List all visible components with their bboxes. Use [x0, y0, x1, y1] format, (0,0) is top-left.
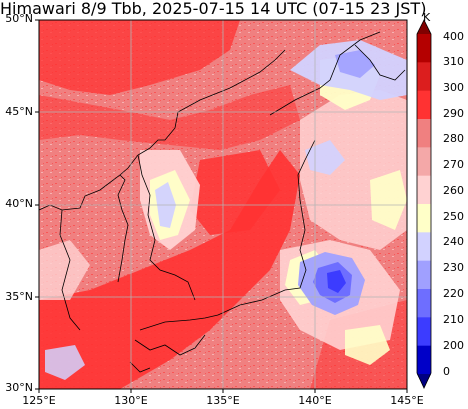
colorbar-band [417, 34, 431, 63]
colorbar-tick: 250 [443, 210, 464, 223]
colorbar-band [417, 62, 431, 92]
deep-convection-center [327, 270, 346, 293]
lon-tick-label-130: 130°E [114, 394, 148, 407]
colorbar-band [417, 90, 431, 120]
colorbar-outline [416, 19, 432, 389]
map-gridlines [39, 20, 407, 389]
lat-tick-label-35: 35°N [5, 290, 33, 303]
colorbar-band [417, 260, 431, 290]
cool-region-west [39, 240, 90, 300]
colorbar-tick: 0 [443, 365, 450, 378]
axis-ticks [35, 19, 408, 393]
colorbar-band [417, 232, 431, 262]
lat-tick-label-45: 45°N [5, 105, 33, 118]
colorbar-extend-bottom [417, 374, 431, 388]
colorbar-tick: 400 [443, 30, 464, 43]
colorbar-tick: 240 [443, 235, 464, 248]
coastlines [39, 31, 406, 373]
temperature-field [39, 20, 407, 389]
lon-tick-label-125: 125°E [22, 394, 56, 407]
warm-region-upper [39, 85, 300, 150]
yellow-band-south [345, 325, 390, 365]
map-title: Himawari 8/9 Tbb, 2025-07-15 14 UTC (07-… [0, 0, 427, 18]
colorbar-tick: 230 [443, 261, 464, 274]
colorbar-band [417, 119, 431, 148]
lon-tick-label-145: 145°E [390, 394, 424, 407]
warm-region-south [39, 150, 300, 389]
colorbar-extend-top [417, 20, 431, 34]
colorbar-band [417, 345, 431, 375]
colorbar [416, 19, 432, 389]
colorbar-tick: 200 [443, 339, 464, 352]
lat-tick-label-30: 30°N [5, 381, 33, 394]
lon-tick-label-140: 140°E [298, 394, 332, 407]
colorbar-tick: 210 [443, 313, 464, 326]
colorbar-tick: 260 [443, 184, 464, 197]
cold-cloud-northeast-core [335, 50, 375, 78]
lon-tick-label-135: 135°E [206, 394, 240, 407]
colorbar-tick: 300 [443, 81, 464, 94]
colorbar-tick: 280 [443, 132, 464, 145]
yellow-band-east2 [370, 170, 407, 230]
cold-cloud-southwest [45, 345, 85, 380]
colorbar-tick: 290 [443, 107, 464, 120]
lat-tick-label-40: 40°N [5, 197, 33, 210]
colorbar-band [417, 147, 431, 177]
warm-region-center [190, 150, 280, 235]
warm-region-north [39, 20, 240, 95]
colorbar-band [417, 204, 431, 233]
colorbar-band [417, 317, 431, 347]
colorbar-band [417, 289, 431, 318]
colorbar-tick: 220 [443, 287, 464, 300]
colorbar-band [417, 175, 431, 205]
colorbar-unit: K [423, 11, 431, 24]
colorbar-tick: 310 [443, 55, 464, 68]
colorbar-tick: 270 [443, 158, 464, 171]
lat-tick-label-50: 50°N [5, 12, 33, 25]
